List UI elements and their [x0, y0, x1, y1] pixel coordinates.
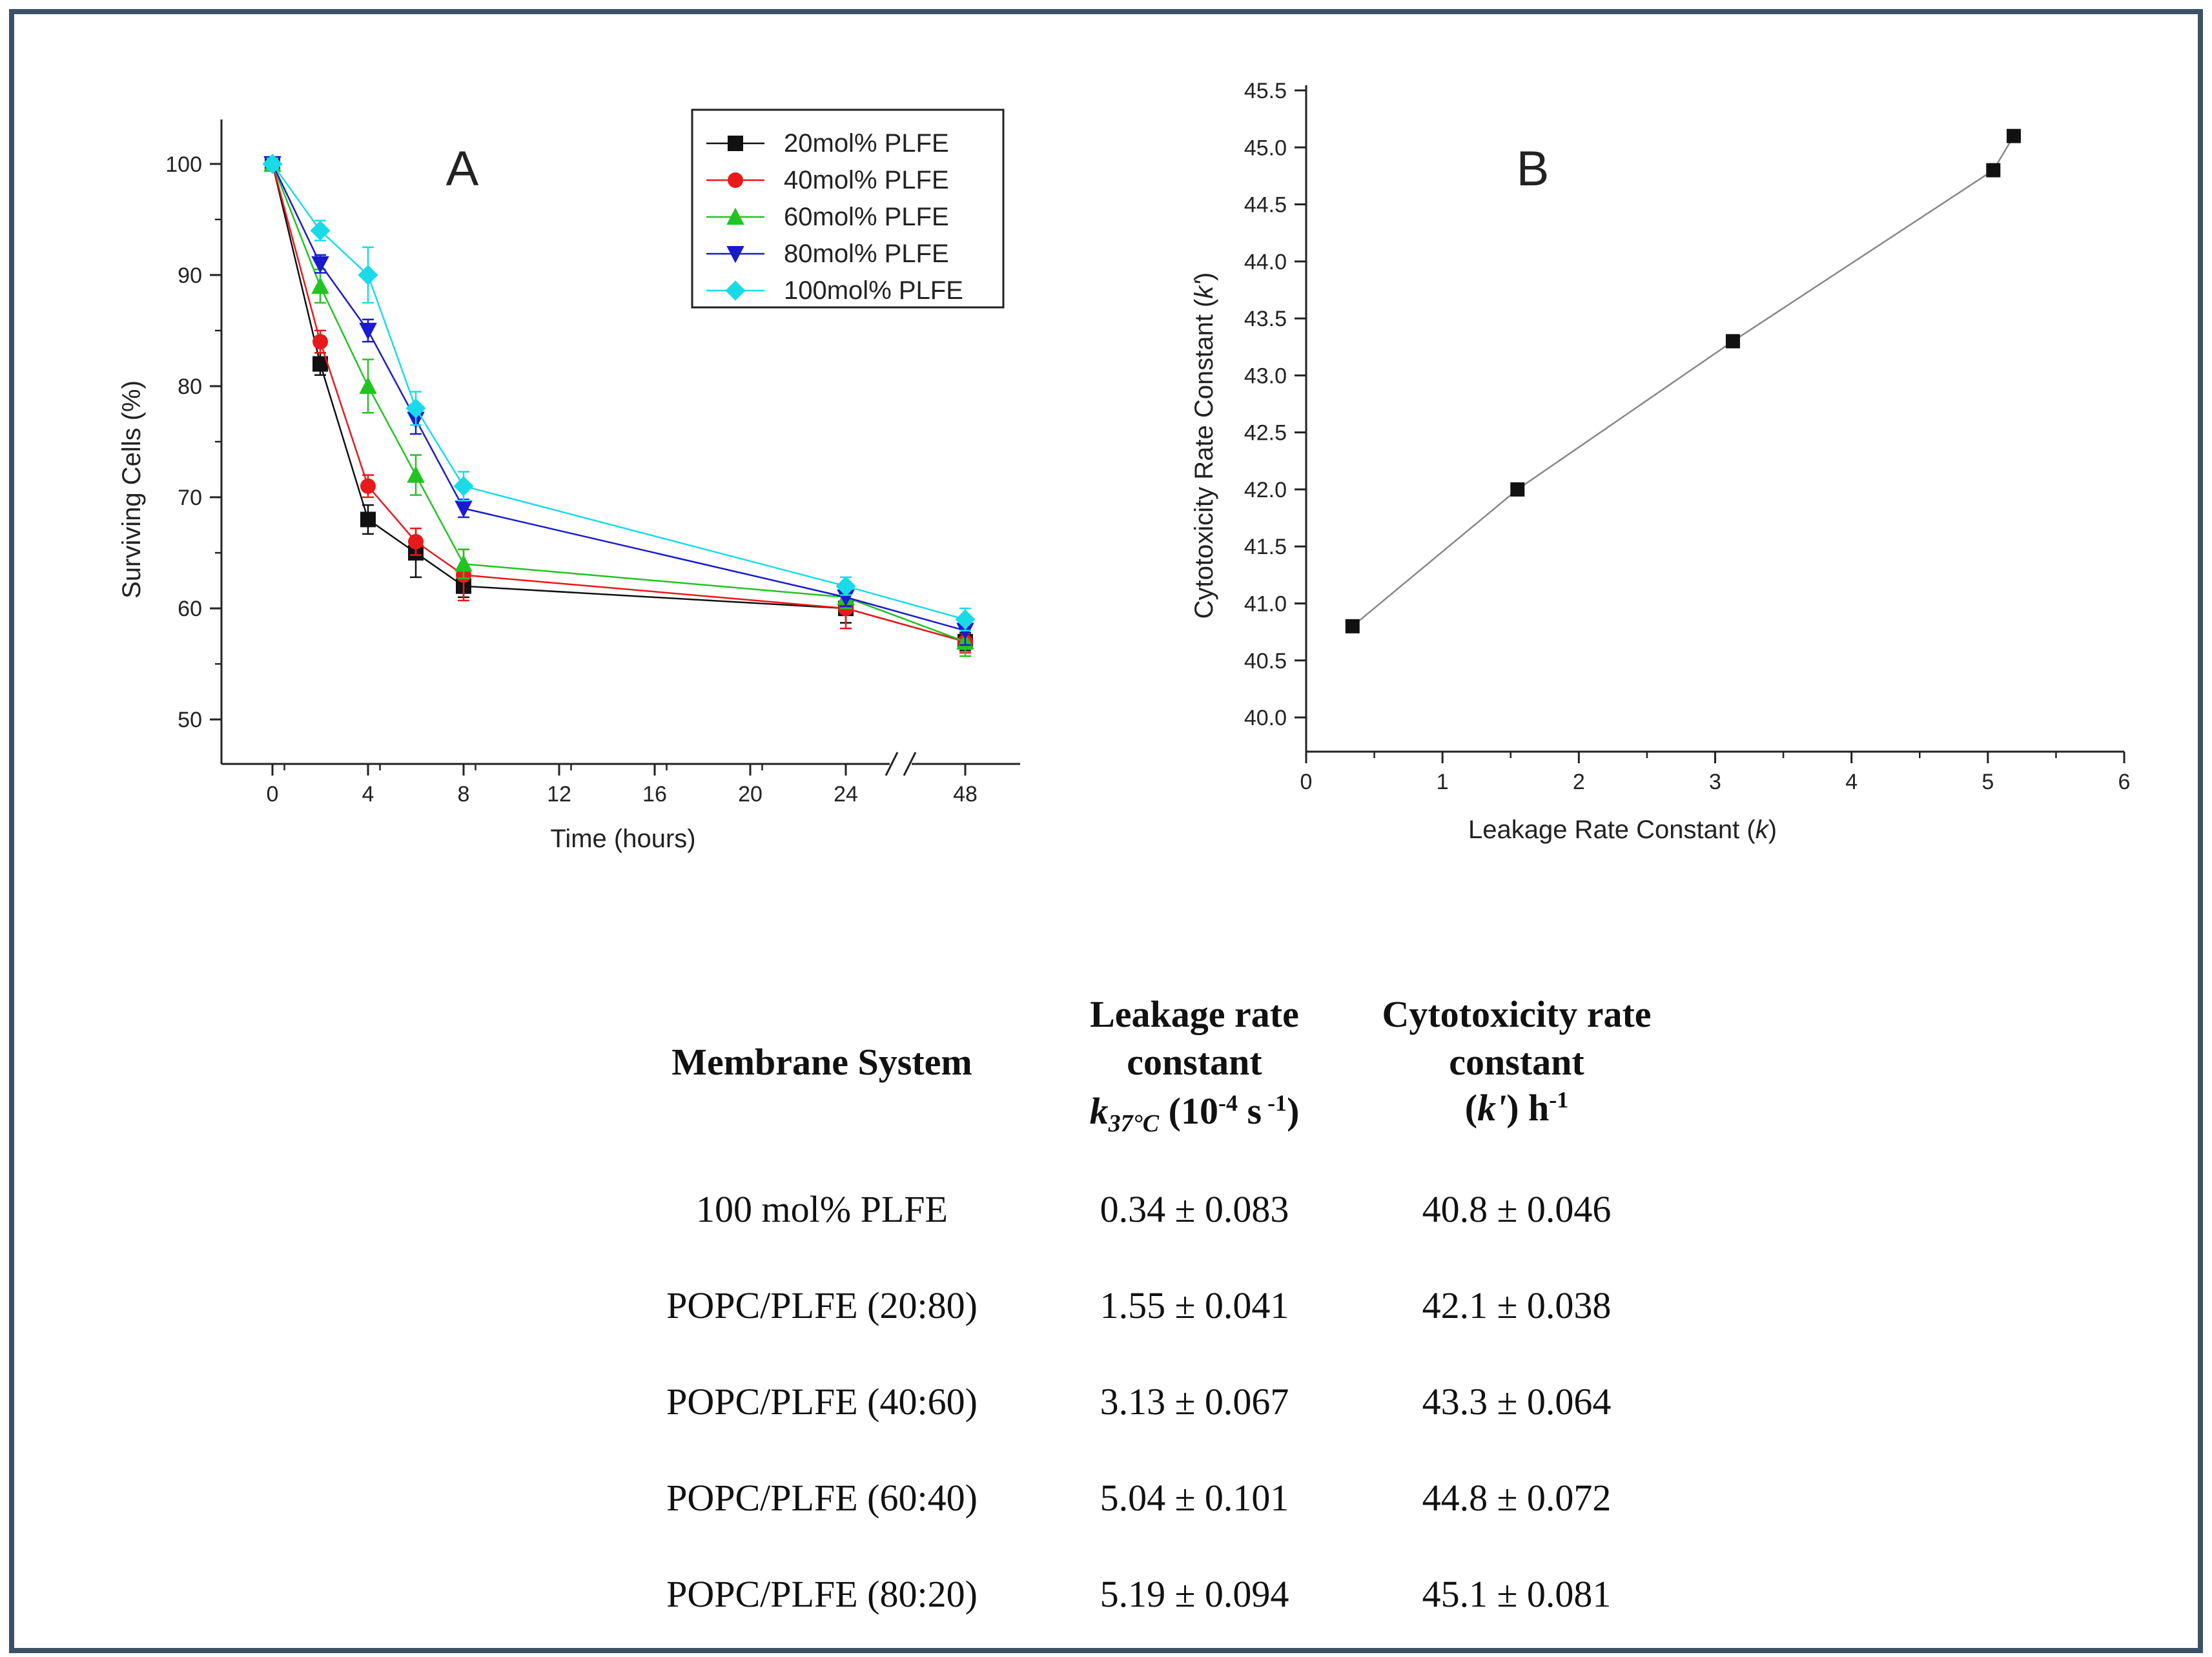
chart-a-y-tick-label: 70 — [178, 486, 202, 510]
legend-item: 20mol% PLFE — [706, 129, 949, 158]
chart-b-y-tick-label: 40.5 — [1244, 649, 1287, 674]
chart-b-y-title-end: ) — [1190, 273, 1218, 281]
chart-b-y-tick-label: 45.0 — [1244, 136, 1287, 160]
data-point — [955, 609, 976, 630]
chart-a-y-tick-label: 90 — [178, 263, 202, 288]
data-point — [455, 554, 473, 572]
panel-label-b: B — [1517, 141, 1550, 196]
series-100mol-plfe — [262, 154, 976, 632]
data-point — [310, 220, 331, 241]
chart-a-x-tick-label: 24 — [834, 782, 858, 807]
chart-b-y-tick-label: 42.0 — [1244, 478, 1287, 502]
data-point — [835, 576, 856, 597]
chart-b-data-point — [1345, 619, 1360, 633]
axis-break-gap — [890, 755, 912, 773]
data-point — [358, 265, 378, 285]
chart-b-data-point — [1986, 163, 2001, 178]
chart-b-y-axis-title: Cytotoxicity Rate Constant (k') — [1190, 273, 1218, 619]
data-point — [837, 589, 855, 607]
chart-b-x-tick-label: 2 — [1573, 770, 1585, 794]
data-point — [405, 398, 426, 418]
chart-b-y-tick-label: 45.5 — [1244, 79, 1287, 103]
chart-b-x-tick-label: 3 — [1709, 770, 1721, 794]
panel-label-a: A — [446, 141, 479, 196]
chart-a-axis-break — [885, 752, 917, 776]
chart-a-x-tick-label: 12 — [547, 782, 571, 807]
data-point — [359, 376, 377, 394]
chart-b-x-axis-title: Leakage Rate Constant (k) — [1468, 816, 1777, 844]
axis-break-mark — [903, 752, 917, 776]
chart-b-y-tick-label: 40.0 — [1244, 706, 1287, 730]
chart-a-x-axis-title: Time (hours) — [550, 825, 695, 853]
data-point — [312, 334, 328, 350]
chart-b-x-tick-label: 1 — [1437, 770, 1449, 794]
chart-a-y-tick-label: 60 — [178, 597, 202, 621]
legend-item: 100mol% PLFE — [706, 276, 963, 305]
data-point — [262, 154, 283, 174]
chart-b-data-point — [1510, 482, 1525, 497]
legend-marker — [725, 280, 746, 301]
chart-b-y-tick-label: 44.5 — [1244, 193, 1287, 218]
legend-label: 40mol% PLFE — [784, 166, 949, 194]
chart-b-x-tick-label: 6 — [2118, 770, 2131, 794]
chart-b-correlation: B Cytotoxicity Rate Constant (k') Leakag… — [1190, 79, 2131, 844]
legend-label: 100mol% PLFE — [784, 276, 963, 305]
chart-b-x-tick-label: 0 — [1300, 770, 1313, 794]
legend-item: 40mol% PLFE — [706, 166, 949, 194]
chart-a-x-tick-label: 8 — [458, 782, 470, 807]
legend-item: 60mol% PLFE — [706, 203, 949, 231]
chart-b-y-tick-label: 41.5 — [1244, 535, 1287, 559]
legend-marker — [726, 207, 744, 225]
axis-break-mark — [885, 752, 899, 776]
chart-b-data-point — [2006, 129, 2021, 143]
chart-a-x-tick-label: 0 — [267, 782, 279, 807]
chart-b-y-tick-label: 43.0 — [1244, 364, 1287, 388]
data-point — [360, 511, 376, 528]
chart-b-y-tick-label: 42.5 — [1244, 421, 1287, 446]
chart-b-x-title-symbol: k — [1756, 816, 1770, 844]
chart-a-x-tick-label: 48 — [953, 782, 978, 807]
data-point — [453, 476, 474, 497]
chart-b-y-tick-label: 44.0 — [1244, 250, 1287, 274]
legend-label: 80mol% PLFE — [784, 240, 949, 268]
chart-b-line — [1351, 135, 2015, 627]
chart-a-x-tick-label: 4 — [362, 782, 374, 807]
chart-a-y-tick-label: 80 — [178, 375, 202, 399]
figure-frame — [9, 9, 2203, 1653]
data-point — [407, 466, 425, 483]
legend-marker — [728, 136, 743, 151]
legend-marker — [728, 172, 743, 188]
chart-b-y-tick-label: 43.5 — [1244, 307, 1287, 331]
chart-a-survival: A Surviving Cells (%) Time (hours) 0 4 8 12… — [118, 108, 1020, 853]
legend-item: 80mol% PLFE — [706, 240, 949, 268]
chart-b-x-tick-label: 5 — [1982, 770, 1994, 794]
chart-a-y-tick-label: 100 — [165, 152, 202, 177]
legend-marker — [726, 246, 744, 263]
chart-b-y-title-symbol: k' — [1190, 280, 1218, 299]
data-point — [311, 276, 329, 294]
chart-a-x-tick-label: 20 — [738, 782, 763, 807]
data-point — [408, 533, 424, 550]
legend-label: 60mol% PLFE — [784, 203, 949, 231]
chart-b-x-title-main: Leakage Rate Constant ( — [1468, 816, 1756, 844]
legend-label: 20mol% PLFE — [784, 129, 949, 158]
chart-a-y-axis-title: Surviving Cells (%) — [118, 380, 146, 599]
chart-b-y-title-main: Cytotoxicity Rate Constant ( — [1190, 298, 1218, 619]
chart-b-x-tick-label: 4 — [1845, 770, 1858, 794]
chart-b-x-title-end: ) — [1768, 816, 1777, 844]
data-point — [455, 500, 473, 518]
data-point — [360, 478, 376, 494]
chart-b-data-point — [1725, 334, 1740, 349]
chart-a-legend: 20mol% PLFE 40mol% PLFE 60mol% PLFE 80mol% … — [691, 108, 1005, 309]
data-point — [311, 256, 329, 274]
chart-b-y-tick-label: 41.0 — [1244, 592, 1287, 616]
chart-a-x-tick-label: 16 — [642, 782, 667, 807]
chart-a-y-tick-label: 50 — [178, 708, 202, 732]
data-point — [359, 322, 377, 340]
